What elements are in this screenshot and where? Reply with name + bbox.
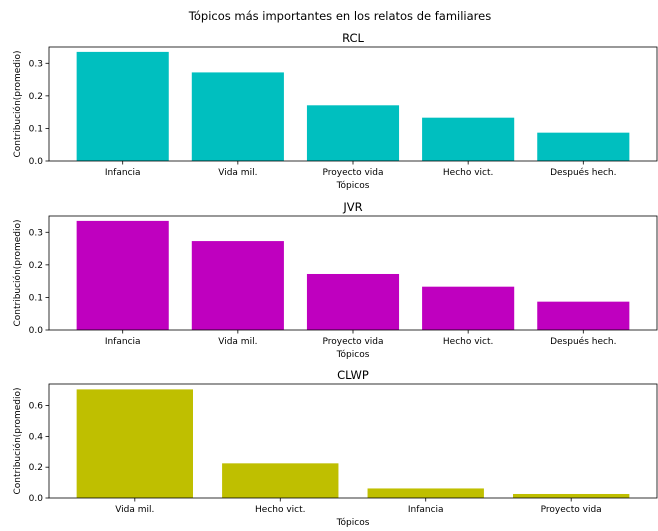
y-axis-label: Contribución(promedio) [12, 219, 23, 326]
x-tick-label: Infancia [408, 505, 444, 515]
y-axis-label: Contribución(promedio) [12, 50, 23, 157]
x-axis-label: Tópicos [336, 349, 370, 360]
bar [513, 493, 630, 498]
x-tick-label: Vida mil. [218, 337, 257, 347]
y-tick-label: 0.2 [29, 92, 43, 102]
y-tick-label: 0.0 [29, 326, 44, 336]
y-tick-label: 0.1 [29, 124, 43, 134]
x-tick-label: Proyecto vida [322, 168, 383, 178]
bar [222, 463, 339, 498]
x-tick-label: Proyecto vida [541, 505, 602, 515]
panel-title: RCL [342, 31, 364, 45]
chart-panel-1: 0.0 0.1 0.2 0.3 Infancia Vida mil. Proyecto vi… [12, 31, 658, 191]
x-tick-label: Infancia [105, 337, 141, 347]
y-tick-label: 0.2 [29, 261, 43, 271]
bar [422, 117, 515, 161]
x-tick-label: Hecho vict. [255, 505, 306, 515]
bar [76, 389, 193, 498]
x-tick-label: Hecho vict. [443, 168, 494, 178]
y-tick-label: 0.0 [29, 494, 44, 504]
x-tick-label: Infancia [105, 168, 141, 178]
x-tick-label: Hecho vict. [443, 337, 494, 347]
bar [191, 72, 284, 161]
y-tick-label: 0.6 [29, 402, 44, 412]
x-tick-label: Vida mil. [218, 168, 257, 178]
y-tick-label: 0.1 [29, 293, 43, 303]
panel-title: CLWP [337, 368, 369, 382]
x-tick-label: Proyecto vida [322, 337, 383, 347]
bar [191, 241, 284, 330]
x-axis-label: Tópicos [336, 180, 370, 191]
bar [367, 488, 484, 498]
y-tick-label: 0.3 [29, 59, 43, 69]
y-axis-label: Contribución(promedio) [12, 387, 23, 494]
panel-title: JVR [342, 200, 362, 214]
x-tick-label: Vida mil. [115, 505, 154, 515]
bar [422, 286, 515, 330]
x-tick-label: Después hech. [550, 336, 616, 347]
bar [306, 273, 400, 330]
chart-panel-2: 0.0 0.1 0.2 0.3 Infancia Vida mil. Proyecto vi… [12, 200, 658, 360]
bar [537, 301, 630, 330]
bar [537, 132, 630, 161]
y-tick-label: 0.0 [29, 157, 44, 167]
y-tick-label: 0.2 [29, 463, 43, 473]
y-tick-label: 0.4 [29, 432, 44, 442]
x-axis-label: Tópicos [336, 517, 370, 527]
y-tick-label: 0.3 [29, 228, 43, 238]
plot-frame [48, 383, 658, 499]
chart-panel-3: 0.0 0.2 0.4 0.6 Vida mil. Hecho vict. Infancia… [12, 368, 658, 528]
figure-title: Tópicos más importantes en los relatos d… [188, 9, 491, 23]
x-tick-label: Después hech. [550, 167, 616, 178]
bar [76, 51, 169, 161]
bar [76, 220, 169, 330]
bar [306, 105, 400, 161]
